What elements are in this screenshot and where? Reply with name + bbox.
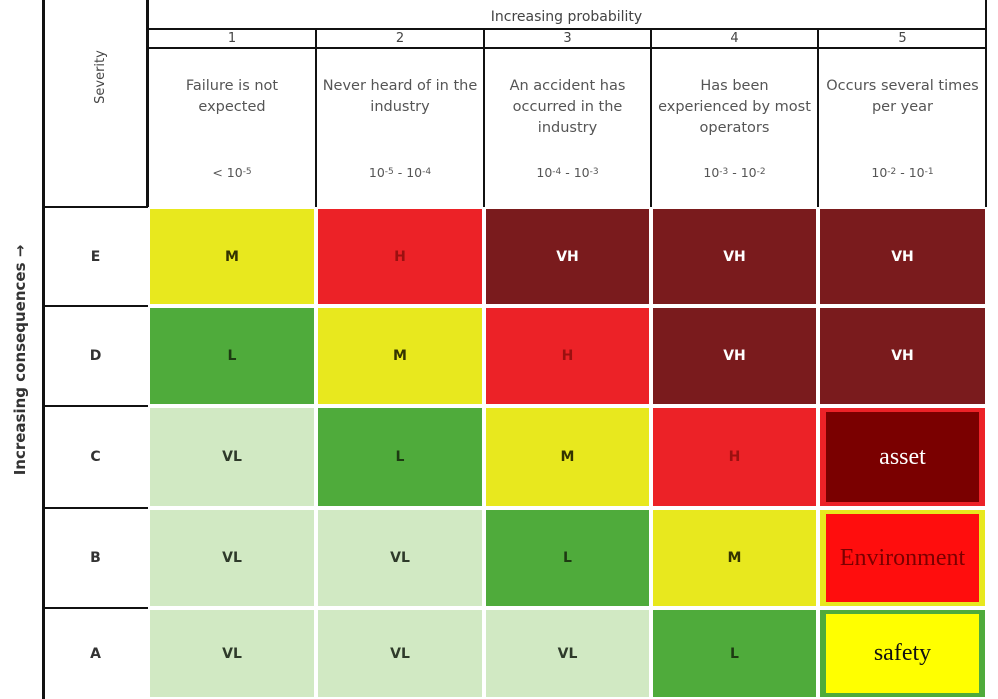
risk-cell: VH <box>486 209 649 304</box>
column-frequency: 10 -2 - 10 -1 <box>818 160 987 184</box>
column-description: Occurs several times per year <box>826 78 979 115</box>
header-border <box>146 0 149 207</box>
exponent: -4 <box>422 167 432 177</box>
risk-cell: L <box>318 408 482 506</box>
header-line <box>146 47 987 49</box>
exponent: -1 <box>924 167 934 177</box>
severity-label: E <box>90 248 101 265</box>
risk-cell: L <box>486 510 649 606</box>
column-number: 3 <box>563 30 572 46</box>
severity-header: Severity <box>92 50 108 104</box>
column-description: An accident has occurred in the industry <box>509 78 626 136</box>
frequency-text: - 10 <box>393 164 423 180</box>
risk-cell: VL <box>318 610 482 697</box>
column-number: 5 <box>898 30 907 46</box>
row-divider <box>42 305 148 307</box>
frequency-text: - 10 <box>896 164 925 180</box>
risk-cell: M <box>318 308 482 404</box>
column-number: 2 <box>395 30 405 46</box>
column-number: 4 <box>730 30 739 46</box>
risk-cell: VL <box>150 610 314 697</box>
risk-cell: VH <box>820 209 985 304</box>
risk-cell: M <box>486 408 649 506</box>
risk-cell: VL <box>150 510 314 606</box>
category-label: safety <box>826 614 979 693</box>
category-label: Environment <box>826 514 979 602</box>
frequency-text: - 10 <box>728 164 757 180</box>
risk-cell: VH <box>820 308 985 404</box>
probability-label: Increasing probability <box>490 9 643 25</box>
column-divider <box>315 28 317 207</box>
frequency-text: 10 <box>871 164 888 180</box>
column-frequency: 10 -4 - 10 -3 <box>484 160 651 184</box>
risk-cell: L <box>653 610 816 697</box>
risk-cell: H <box>653 408 816 506</box>
frequency-text: 10 <box>703 164 720 180</box>
left-border <box>42 0 45 699</box>
header-border <box>985 0 987 207</box>
column-number: 1 <box>227 30 237 46</box>
column-divider <box>817 28 819 207</box>
frequency-text: 10 <box>536 164 553 180</box>
severity-label: B <box>90 550 101 566</box>
severity-label: C <box>90 449 101 465</box>
exponent: -2 <box>756 167 766 177</box>
column-description: Never heard of in the industry <box>322 78 478 115</box>
risk-cell: H <box>318 209 482 304</box>
exponent: -2 <box>887 167 897 177</box>
risk-cell: VL <box>486 610 649 697</box>
risk-cell: VH <box>653 209 816 304</box>
category-label: asset <box>826 412 979 502</box>
risk-cell: VL <box>150 408 314 506</box>
severity-label: A <box>90 645 101 662</box>
frequency-text: < 10 <box>212 164 243 180</box>
consequences-label: Increasing consequences → <box>11 244 29 476</box>
column-description: Failure is not expected <box>185 78 279 115</box>
column-description: Has been experienced by most operators <box>658 78 811 136</box>
severity-label: D <box>89 348 102 364</box>
exponent: -3 <box>719 167 729 177</box>
exponent: -5 <box>242 167 252 177</box>
row-divider <box>42 405 148 407</box>
row-divider <box>42 607 148 609</box>
risk-cell: VH <box>653 308 816 404</box>
exponent: -5 <box>384 167 394 177</box>
column-frequency: < 10 -5 <box>148 160 316 184</box>
risk-cell: M <box>653 510 816 606</box>
column-divider <box>650 28 652 207</box>
column-frequency: 10 -5 - 10 -4 <box>316 160 484 184</box>
row-divider <box>42 507 148 509</box>
risk-cell: H <box>486 308 649 404</box>
row-divider <box>42 206 148 208</box>
column-divider <box>483 28 485 207</box>
column-frequency: 10 -3 - 10 -2 <box>651 160 818 184</box>
frequency-text: - 10 <box>561 164 590 180</box>
risk-cell: VL <box>318 510 482 606</box>
risk-cell: L <box>150 308 314 404</box>
frequency-text: 10 <box>368 164 385 180</box>
exponent: -3 <box>589 167 599 177</box>
header-line <box>146 28 987 30</box>
exponent: -4 <box>552 167 562 177</box>
risk-cell: M <box>150 209 314 304</box>
